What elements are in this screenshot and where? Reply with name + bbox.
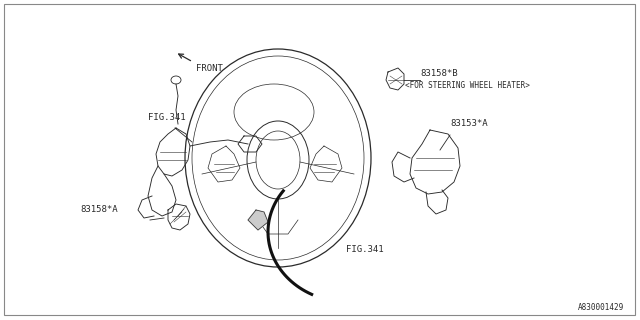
Text: 83153*A: 83153*A — [450, 119, 488, 128]
Text: FRONT: FRONT — [196, 64, 223, 73]
Text: 83158*A: 83158*A — [80, 205, 118, 214]
Polygon shape — [248, 210, 268, 230]
Text: <FOR STEERING WHEEL HEATER>: <FOR STEERING WHEEL HEATER> — [405, 81, 530, 90]
Text: FIG.341: FIG.341 — [148, 113, 186, 122]
Text: A830001429: A830001429 — [578, 303, 624, 312]
Text: 83158*B: 83158*B — [420, 69, 458, 78]
Text: FIG.341: FIG.341 — [346, 245, 383, 254]
